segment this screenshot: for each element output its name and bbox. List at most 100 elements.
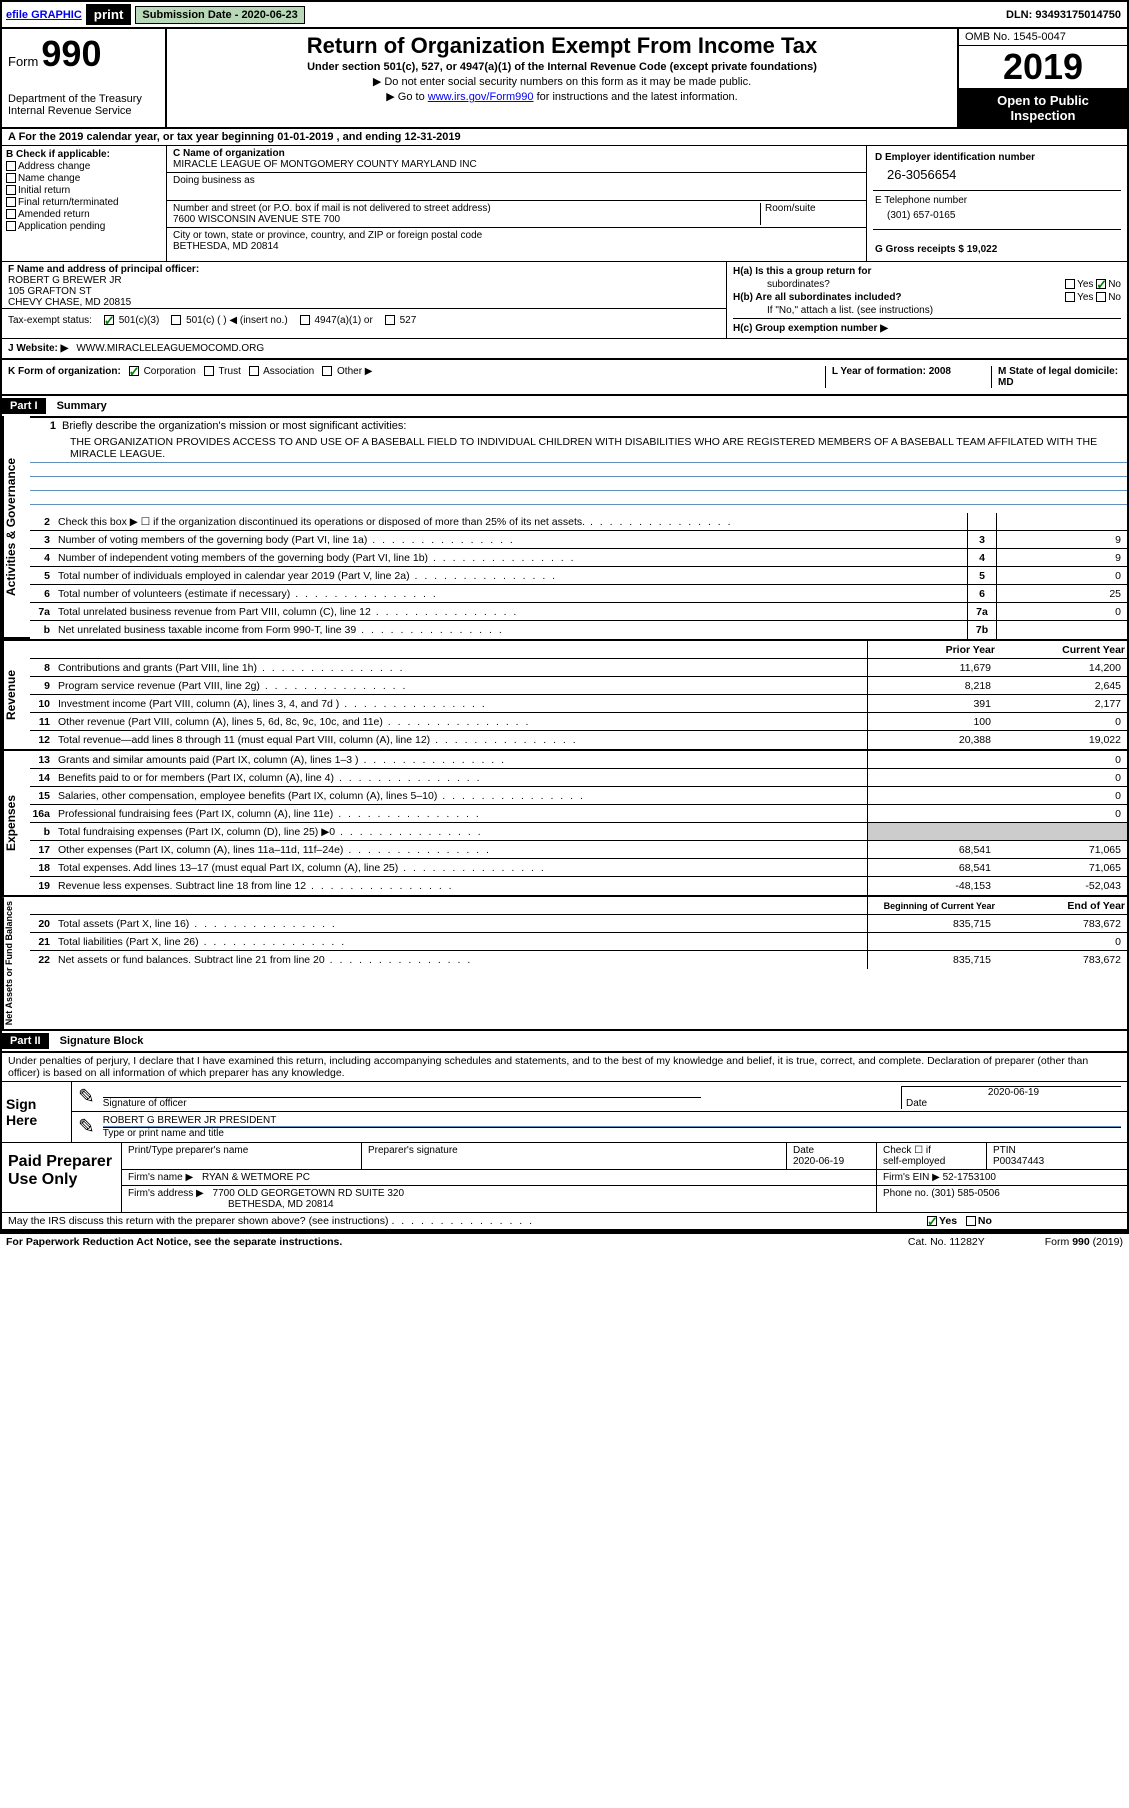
goto-pre: ▶ Go to: [386, 91, 427, 103]
prep-sig-label: Preparer's signature: [362, 1143, 787, 1169]
k-label: K Form of organization:: [8, 366, 121, 388]
firm-phone: (301) 585-0506: [931, 1188, 999, 1199]
checkbox-icon[interactable]: [322, 366, 332, 376]
data-line: 11Other revenue (Part VIII, column (A), …: [30, 713, 1127, 731]
data-line: bTotal fundraising expenses (Part IX, co…: [30, 823, 1127, 841]
footer-left: For Paperwork Reduction Act Notice, see …: [6, 1236, 342, 1248]
prior-year-value: [867, 769, 997, 786]
m-state-text: M State of legal domicile: MD: [998, 366, 1118, 388]
footer-form-num: 990: [1072, 1236, 1090, 1248]
m-state: M State of legal domicile: MD: [991, 366, 1121, 388]
org-name-row: C Name of organization MIRACLE LEAGUE OF…: [167, 146, 866, 173]
prior-year-value: [867, 823, 997, 840]
dots: [391, 1215, 534, 1227]
briefly-num: 1: [36, 420, 62, 432]
org-name-label-text: C Name of organization: [173, 148, 285, 159]
checkbox-icon[interactable]: [6, 197, 16, 207]
checkbox-icon[interactable]: [171, 315, 181, 325]
side-na: Net Assets or Fund Balances: [2, 897, 30, 1029]
cy-header: Current Year: [997, 641, 1127, 658]
dots: [410, 570, 558, 582]
checkbox-icon[interactable]: [249, 366, 259, 376]
checkbox-icon[interactable]: [6, 161, 16, 171]
chk-initial: Initial return: [6, 185, 162, 196]
line-text: Number of voting members of the governin…: [56, 532, 967, 548]
header-right: OMB No. 1545-0047 2019 Open to Public In…: [957, 29, 1127, 127]
phone-value: (301) 657-0165: [875, 206, 1119, 225]
dots: [430, 734, 578, 746]
no-label: No: [978, 1215, 992, 1227]
line-text: Total number of individuals employed in …: [56, 568, 967, 584]
l-year-text: L Year of formation: 2008: [832, 366, 951, 377]
checkbox-icon[interactable]: [6, 209, 16, 219]
sig-name-label: Type or print name and title: [103, 1127, 1121, 1139]
prior-year-value: [867, 787, 997, 804]
tax-year: 2019: [959, 46, 1127, 89]
preparer-label: Paid Preparer Use Only: [2, 1143, 122, 1212]
line-value: 9: [997, 549, 1127, 566]
part1-header: Part I Summary: [2, 396, 1127, 416]
officer-name: ROBERT G BREWER JR: [8, 275, 720, 286]
checkbox-icon[interactable]: [6, 173, 16, 183]
checkbox-icon[interactable]: [1096, 292, 1106, 302]
sig-name: ROBERT G BREWER JR PRESIDENT: [103, 1115, 1121, 1127]
data-line: 13Grants and similar amounts paid (Part …: [30, 751, 1127, 769]
part2-title: Signature Block: [52, 1033, 152, 1049]
prep-row1: Print/Type preparer's name Preparer's si…: [122, 1143, 1127, 1170]
checkbox-icon[interactable]: [204, 366, 214, 376]
chk-pending: Application pending: [6, 221, 162, 232]
print-button[interactable]: print: [86, 4, 132, 25]
eoy-header: End of Year: [997, 897, 1127, 914]
checkbox-icon[interactable]: [1065, 292, 1075, 302]
line-number: 6: [30, 588, 56, 600]
ssn-notice: ▶ Do not enter social security numbers o…: [171, 75, 953, 88]
hb-note: If "No," attach a list. (see instruction…: [733, 305, 1121, 316]
prep-row2: Firm's name ▶ RYAN & WETMORE PC Firm's E…: [122, 1170, 1127, 1186]
firm-addr2: BETHESDA, MD 20814: [228, 1199, 870, 1210]
dots: [335, 826, 483, 838]
line-a: A For the 2019 calendar year, or tax yea…: [2, 129, 1127, 146]
efile-link[interactable]: efile GRAPHIC: [6, 9, 82, 21]
checkbox-icon[interactable]: [385, 315, 395, 325]
ha-label: H(a) Is this a group return for: [733, 266, 871, 277]
blank: [56, 904, 867, 908]
line-box: 4: [967, 549, 997, 566]
header-mid: Return of Organization Exempt From Incom…: [167, 29, 957, 127]
ha-text: H(a) Is this a group return for: [733, 266, 871, 277]
header: Form 990 Department of the Treasury Inte…: [2, 29, 1127, 129]
dots: [428, 552, 576, 564]
ptin-value: P00347443: [993, 1156, 1121, 1167]
tax-status-label: Tax-exempt status:: [8, 315, 92, 326]
line-number: 19: [30, 880, 56, 892]
checkbox-icon[interactable]: [6, 221, 16, 231]
dots: [306, 880, 454, 892]
data-line: 20Total assets (Part X, line 16)835,7157…: [30, 915, 1127, 933]
current-year-value: 0: [997, 769, 1127, 786]
chk-amended: Amended return: [6, 209, 162, 220]
checkbox-icon[interactable]: [6, 185, 16, 195]
prior-year-value: 68,541: [867, 841, 997, 858]
checkbox-icon[interactable]: [129, 366, 139, 376]
firm-phone-block: Phone no. (301) 585-0506: [877, 1186, 1127, 1212]
irs-link[interactable]: www.irs.gov/Form990: [428, 91, 534, 103]
checkbox-icon[interactable]: [104, 315, 114, 325]
checkbox-icon[interactable]: [1065, 279, 1075, 289]
dots: [333, 808, 481, 820]
prep-ptin-block: PTIN P00347443: [987, 1143, 1127, 1169]
col-c: C Name of organization MIRACLE LEAGUE OF…: [167, 146, 867, 261]
k-label-text: K Form of organization:: [8, 366, 121, 377]
prior-year-value: 835,715: [867, 915, 997, 932]
section-bcd: B Check if applicable: Address change Na…: [2, 146, 1127, 262]
prep-name-label: Print/Type preparer's name: [122, 1143, 362, 1169]
l-year: L Year of formation: 2008: [825, 366, 951, 388]
checkbox-icon[interactable]: [1096, 279, 1106, 289]
checkbox-icon[interactable]: [927, 1216, 937, 1226]
checkbox-icon[interactable]: [966, 1216, 976, 1226]
sign-here-label: Sign Here: [2, 1082, 72, 1142]
line-number: 12: [30, 734, 56, 746]
dots: [585, 516, 733, 528]
part1-title: Summary: [49, 398, 115, 414]
checkbox-icon[interactable]: [300, 315, 310, 325]
current-year-value: -52,043: [997, 877, 1127, 895]
dots: [334, 772, 482, 784]
